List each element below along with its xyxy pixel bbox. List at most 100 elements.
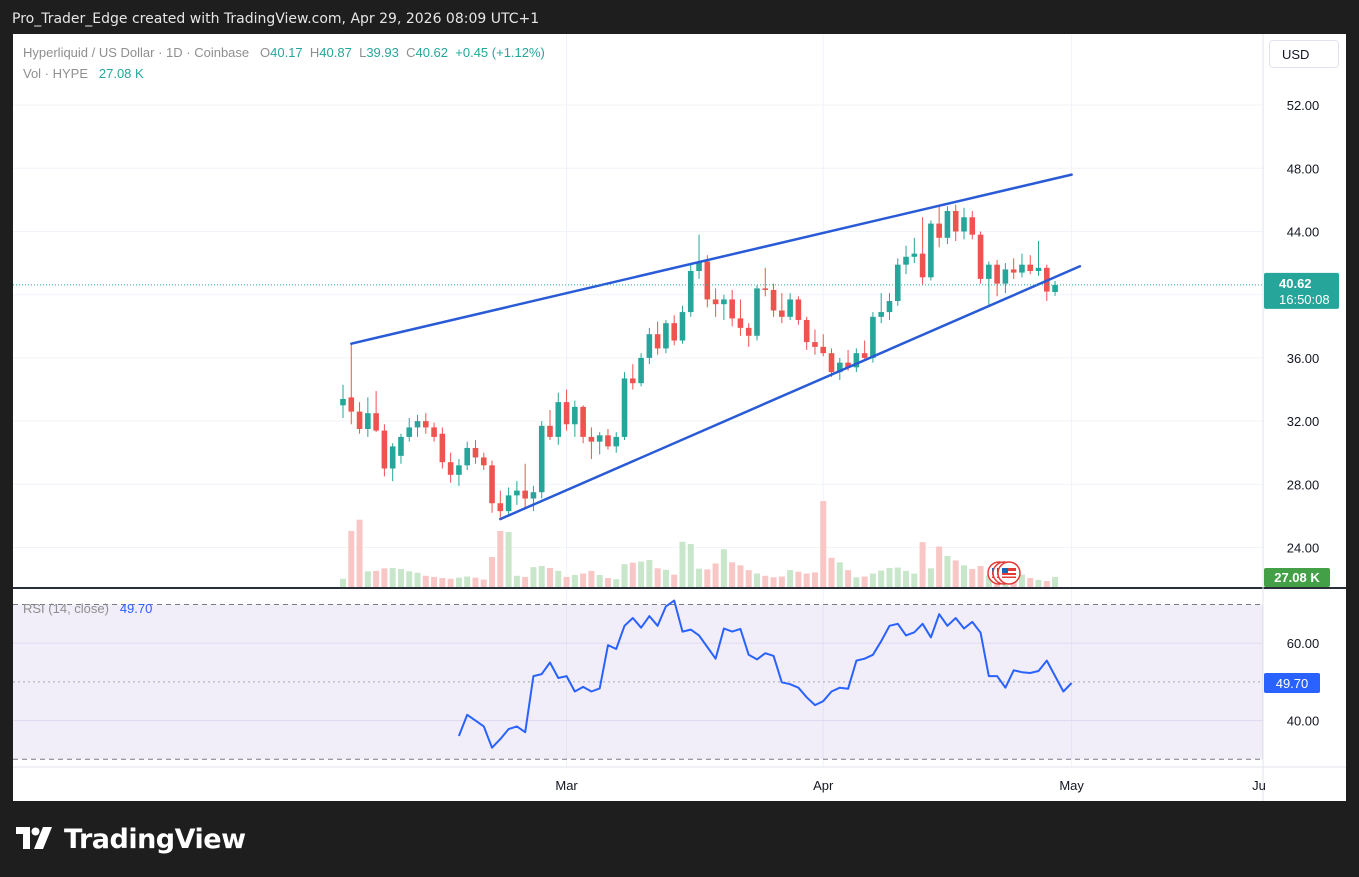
candle-body: [729, 299, 735, 319]
volume-bar: [497, 530, 504, 587]
volume-bar: [729, 562, 736, 587]
candle-body: [538, 425, 545, 493]
candle-body: [737, 318, 744, 328]
rsi-badge: 49.70: [1264, 673, 1320, 694]
volume-bar: [952, 560, 959, 587]
candle-body: [919, 253, 926, 278]
time-tick-label: Mar: [555, 778, 578, 793]
volume-bar: [828, 557, 835, 587]
candle-body: [928, 223, 934, 278]
volume-bar: [472, 577, 479, 587]
candle-body: [754, 288, 760, 336]
price-badge-countdown: 16:50:08: [1279, 292, 1330, 307]
candle-body: [721, 299, 727, 305]
candle-body: [580, 406, 586, 437]
trendline-lower[interactable]: [499, 265, 1082, 521]
candle-body: [654, 334, 661, 349]
volume-bar: [886, 567, 893, 587]
candle-body: [480, 457, 487, 466]
candle-body: [1027, 264, 1034, 271]
open-value: 40.17: [270, 45, 303, 60]
brand-name: TradingView: [64, 823, 246, 855]
candle-body: [745, 327, 752, 336]
volume-bar: [480, 579, 487, 587]
chart-canvas[interactable]: 24.00 28.00 32.00 36.00 40.00 44.00 48.00 52.00…: [13, 34, 1346, 801]
volume-legend: Vol · HYPE 27.08 K: [23, 66, 144, 81]
volume-bar: [555, 570, 562, 587]
price-tick-label: 44.00: [1287, 225, 1320, 240]
candle-body: [605, 435, 611, 447]
volume-bar: [340, 578, 346, 587]
currency-button[interactable]: USD: [1269, 40, 1339, 68]
volume-bar: [787, 570, 794, 587]
candle-body: [472, 447, 479, 458]
candle-body: [348, 397, 355, 412]
candle-body: [621, 378, 628, 437]
volume-bar: [588, 570, 595, 587]
candle-body: [894, 264, 901, 302]
volume-bar: [754, 573, 760, 587]
volume-bar: [356, 519, 363, 587]
candle-body: [952, 210, 959, 232]
volume-bar: [596, 575, 603, 587]
candle-body: [911, 253, 918, 257]
candle-body: [977, 234, 984, 279]
candle-body: [514, 490, 520, 496]
volume-bar: [580, 573, 587, 587]
trendline-upper[interactable]: [350, 173, 1073, 345]
volume-bar: [513, 575, 520, 587]
attribution-text: Pro_Trader_Edge created with TradingView…: [12, 11, 540, 27]
tradingview-logo-icon: [16, 827, 52, 849]
volume-bar: [911, 573, 918, 587]
volume-bar: [538, 566, 545, 587]
volume-bar: [977, 566, 984, 587]
volume-bar: [712, 563, 719, 587]
candle-body: [870, 316, 876, 358]
candle-body: [414, 421, 421, 428]
candle-body: [944, 210, 951, 238]
volume-bar: [985, 575, 992, 587]
volume-bar: [961, 565, 967, 587]
candle-body: [679, 312, 686, 341]
volume-bar: [530, 567, 537, 587]
volume-bar: [431, 576, 438, 587]
volume-bar: [903, 570, 910, 587]
candle-body: [547, 425, 553, 437]
price-tick-label: 24.00: [1287, 541, 1320, 556]
volume-bar: [464, 576, 471, 587]
volume-bar: [679, 541, 686, 587]
volume-bar: [447, 578, 454, 587]
candle-body: [903, 256, 909, 265]
volume-bar: [878, 570, 885, 587]
candle-body: [696, 261, 702, 271]
candle-body: [497, 503, 504, 512]
us-flag-event-icon[interactable]: [997, 561, 1021, 585]
volume-bar: [811, 572, 818, 587]
price-tick-label: 48.00: [1287, 161, 1320, 176]
volume-bar: [613, 579, 620, 587]
volume-bar: [646, 560, 653, 587]
candle-body: [572, 406, 578, 425]
volume-bar: [654, 568, 661, 587]
candle-body: [630, 378, 636, 384]
candle-body: [845, 362, 851, 368]
candle-body: [779, 310, 785, 317]
chart-frame: 24.00 28.00 32.00 36.00 40.00 44.00 48.00 52.00…: [13, 34, 1346, 801]
rsi-value: 49.70: [119, 601, 153, 616]
volume-bar: [1052, 576, 1059, 587]
volume-bar: [845, 570, 852, 587]
rsi-legend: RSI (14, close) 49.70: [23, 601, 152, 616]
volume-bar: [662, 569, 669, 587]
volume-bar: [547, 567, 553, 587]
price-tick-label: 28.00: [1287, 477, 1320, 492]
candle-body: [803, 319, 810, 343]
volume-bar: [397, 569, 404, 587]
candle-body: [563, 402, 570, 425]
volume-bar: [422, 575, 429, 587]
candle-body: [373, 413, 379, 431]
candle-body: [712, 299, 719, 305]
tradingview-logo[interactable]: TradingView: [16, 822, 246, 856]
candle-body: [986, 264, 992, 279]
candle-body: [812, 342, 818, 347]
